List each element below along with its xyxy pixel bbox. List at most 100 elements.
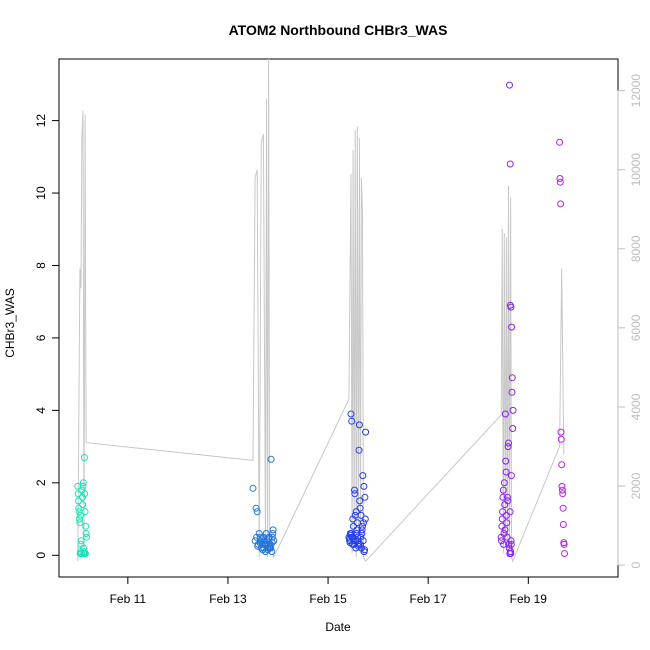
- x-tick-label: Feb 17: [410, 592, 448, 606]
- data-point: [499, 493, 507, 501]
- data-point: [499, 486, 507, 494]
- data-point: [504, 443, 512, 451]
- data-point: [268, 533, 276, 541]
- data-point: [500, 540, 508, 548]
- data-point: [351, 490, 359, 498]
- data-point: [257, 537, 265, 545]
- data-point: [560, 540, 568, 548]
- data-point: [360, 482, 368, 490]
- data-point: [499, 508, 507, 516]
- data-point: [261, 540, 268, 548]
- data-point: [507, 472, 515, 480]
- y-tick-label: 2: [34, 479, 48, 486]
- data-point: [82, 522, 90, 530]
- y-axis: 0 2 4 6 8 10 12: [34, 114, 60, 559]
- line-trace: [77, 58, 565, 563]
- right-y-tick-label: 12000: [629, 74, 643, 108]
- data-point: [557, 200, 565, 208]
- data-point: [269, 526, 277, 534]
- data-point: [75, 504, 83, 512]
- data-point: [559, 521, 567, 528]
- data-point: [506, 508, 514, 516]
- data-point: [260, 544, 268, 552]
- data-point: [77, 537, 85, 545]
- plot-frame: [58, 58, 619, 578]
- data-point: [252, 504, 260, 512]
- data-point: [80, 454, 88, 461]
- data-point: [556, 138, 564, 146]
- data-point: [82, 530, 90, 537]
- data-point: [79, 501, 87, 509]
- line-series: [77, 58, 565, 563]
- data-point: [81, 490, 89, 498]
- data-point: [81, 550, 89, 557]
- data-point: [506, 301, 514, 309]
- x-tick-label: Feb 15: [309, 592, 347, 606]
- data-point: [81, 508, 89, 516]
- data-point: [361, 546, 369, 554]
- data-point: [504, 493, 511, 501]
- data-point: [267, 544, 275, 552]
- data-point: [508, 388, 516, 396]
- data-point: [352, 537, 359, 545]
- data-point: [254, 542, 262, 550]
- data-point: [355, 421, 363, 429]
- data-point: [356, 504, 364, 512]
- data-point: [351, 486, 358, 494]
- data-point: [348, 417, 356, 425]
- right-y-axis: 0 2000 4000 6000 8000 10000 12000: [617, 74, 643, 568]
- data-point: [347, 410, 355, 418]
- data-point: [347, 530, 355, 537]
- chart-title: ATOM2 Northbound CHBr3_WAS: [229, 22, 448, 38]
- data-point: [502, 457, 510, 465]
- data-point: [75, 508, 83, 516]
- data-point: [556, 178, 564, 186]
- data-point: [79, 493, 86, 501]
- data-point: [508, 374, 516, 382]
- right-y-tick-label: 2000: [629, 472, 643, 499]
- right-y-tick-label: 10000: [629, 153, 643, 187]
- data-point: [352, 508, 360, 516]
- data-point: [79, 482, 87, 490]
- y-tick-label: 8: [34, 262, 48, 269]
- y-tick-label: 6: [34, 334, 48, 341]
- data-point: [505, 439, 512, 447]
- data-point: [498, 537, 505, 545]
- data-point: [503, 533, 511, 541]
- y-tick-label: 12: [34, 114, 48, 128]
- right-y-tick-label: 4000: [629, 393, 643, 420]
- data-point: [267, 455, 275, 463]
- data-point: [507, 550, 515, 557]
- data-point: [361, 515, 369, 523]
- data-point: [360, 519, 367, 527]
- data-point: [509, 425, 517, 432]
- data-point: [502, 511, 510, 519]
- data-point: [354, 533, 362, 541]
- x-tick-label: Feb 11: [110, 592, 147, 606]
- data-point: [83, 533, 90, 541]
- data-point: [349, 522, 357, 530]
- data-point: [556, 175, 564, 182]
- data-point: [558, 461, 566, 469]
- data-point: [265, 535, 273, 543]
- data-point: [349, 515, 357, 523]
- data-point: [253, 508, 261, 516]
- data-point: [249, 484, 257, 492]
- data-point: [76, 511, 84, 519]
- right-y-tick-label: 8000: [629, 235, 643, 262]
- x-axis-label: Date: [325, 620, 351, 634]
- data-point: [501, 526, 509, 534]
- data-point: [256, 533, 264, 541]
- data-point: [357, 511, 365, 519]
- data-point: [76, 515, 83, 523]
- data-point: [253, 533, 261, 541]
- data-point: [506, 81, 513, 89]
- data-point: [359, 522, 366, 530]
- right-y-tick-label: 0: [629, 561, 643, 568]
- y-tick-label: 10: [34, 186, 48, 200]
- x-tick-label: Feb 19: [510, 592, 548, 606]
- data-point: [509, 406, 517, 414]
- data-point: [503, 519, 511, 527]
- data-point: [355, 446, 363, 454]
